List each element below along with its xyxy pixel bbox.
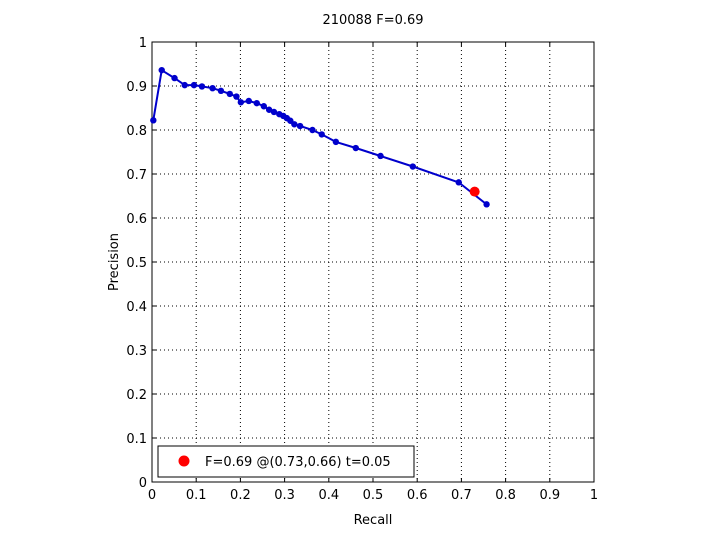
data-point — [171, 74, 178, 82]
x-tick-label: 0.1 — [186, 488, 207, 503]
data-point — [332, 138, 340, 146]
x-axis-label: Recall — [354, 513, 393, 528]
x-tick-label: 1 — [590, 488, 598, 503]
x-tick-label: 0.7 — [451, 488, 472, 503]
grid-lines — [152, 42, 594, 482]
x-tick-label: 0.6 — [407, 488, 428, 503]
legend-box — [157, 445, 415, 478]
data-point — [377, 152, 384, 160]
data-point — [270, 108, 278, 116]
data-point — [226, 90, 233, 98]
data-point — [265, 106, 273, 113]
data-point — [260, 103, 268, 110]
x-tick-label: 0.5 — [363, 488, 384, 503]
y-tick-label: 0.3 — [126, 344, 147, 359]
data-point — [158, 66, 165, 74]
x-tick-label: 0.8 — [495, 488, 516, 503]
data-point — [409, 163, 416, 170]
y-tick-label: 0.6 — [126, 212, 147, 227]
legend: F=0.69 @(0.73,0.66) t=0.05 — [157, 445, 415, 478]
data-point — [455, 179, 462, 186]
y-tick-label: 0.7 — [126, 168, 147, 183]
data-point — [150, 117, 157, 124]
data-point — [296, 122, 304, 130]
data-point — [233, 93, 240, 100]
y-tick-label: 0.8 — [126, 124, 147, 139]
y-tick-label: 0.5 — [126, 256, 147, 271]
x-tick-label: 0.4 — [318, 488, 339, 503]
data-point — [253, 99, 260, 107]
data-point — [209, 85, 216, 92]
y-tick-label: 1 — [139, 36, 147, 51]
data-point — [483, 201, 490, 208]
data-point — [309, 126, 316, 134]
x-tick-label: 0.3 — [274, 488, 295, 503]
data-point — [352, 144, 359, 152]
series-layer — [150, 66, 490, 208]
best-f-point — [469, 186, 480, 197]
x-tick-label: 0.9 — [539, 488, 560, 503]
axis-ticks: 0 0.1 0.2 0.3 0.4 0.5 0.6 0.7 0.8 0.9 1 0 0.1 0.2 0.3 0… — [126, 36, 598, 503]
y-tick-label: 0.9 — [126, 80, 147, 95]
data-point — [237, 99, 245, 106]
y-axis-label: Precision — [107, 233, 122, 291]
legend-marker — [178, 455, 190, 467]
data-point — [245, 97, 252, 105]
legend-label: F=0.69 @(0.73,0.66) t=0.05 — [205, 455, 391, 470]
x-tick-label: 0.2 — [230, 488, 251, 503]
data-point — [181, 81, 188, 89]
x-tick-label: 0 — [148, 488, 156, 503]
data-point — [198, 83, 206, 90]
data-point — [318, 131, 325, 138]
y-tick-label: 0.4 — [126, 300, 147, 315]
data-point — [291, 121, 298, 128]
chart-title: 210088 F=0.69 — [322, 13, 423, 28]
y-tick-label: 0.2 — [126, 388, 147, 403]
y-tick-label: 0.1 — [126, 432, 147, 447]
data-point — [190, 81, 198, 89]
y-tick-label: 0 — [139, 476, 147, 491]
data-point — [217, 87, 225, 95]
